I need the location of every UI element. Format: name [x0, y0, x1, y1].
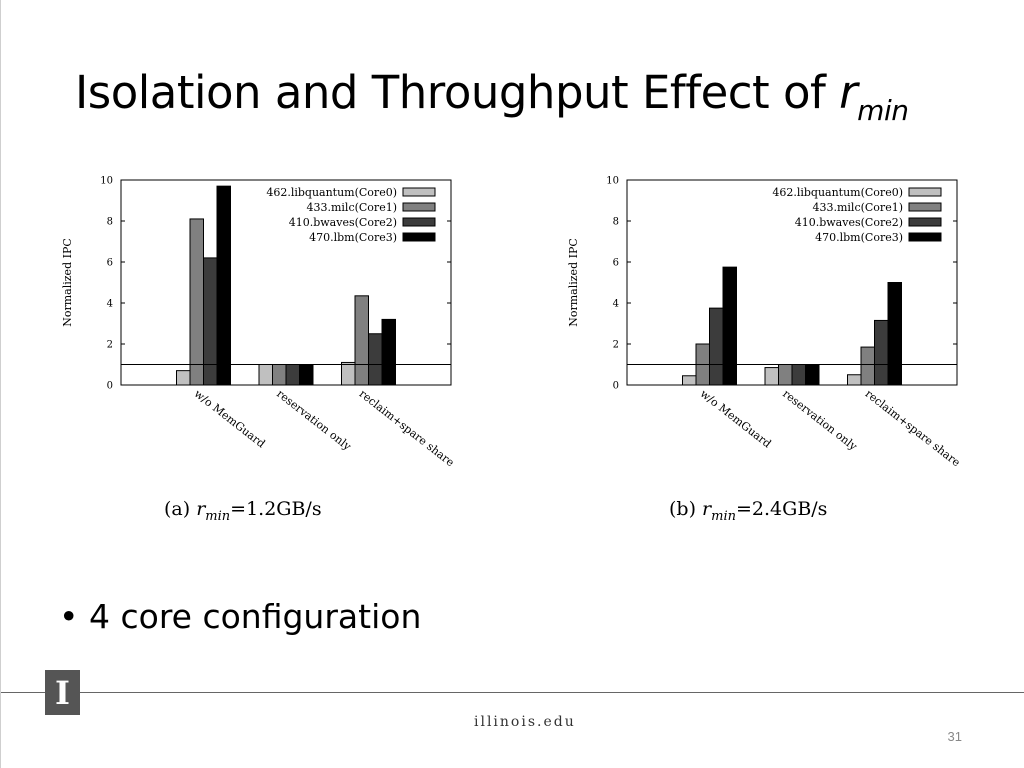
title-text: Isolation and Throughput Effect of [75, 66, 840, 119]
chart-a-legend-label: 410.bwaves(Core2) [289, 216, 397, 229]
footer-divider [1, 692, 1024, 693]
chart-a-legend-label: 462.libquantum(Core0) [266, 186, 397, 199]
chart-b-bar [847, 374, 862, 386]
caption-a-var: rmin [196, 498, 230, 524]
chart-a-ytick-label: 0 [107, 381, 113, 392]
caption-b-var-sub: min [711, 508, 736, 524]
caption-b-var-letter: r [702, 498, 712, 520]
chart-a-legend-label: 433.milc(Core1) [306, 201, 397, 214]
chart-b-bar [874, 319, 889, 386]
chart-b-bar [791, 364, 806, 386]
chart-b-ytick-label: 6 [613, 258, 619, 269]
chart-a-bar [216, 185, 231, 386]
chart-a-category-label: w/o MemGuard [192, 387, 268, 450]
chart-b-ytick-label: 10 [606, 176, 619, 187]
chart-b-bar [709, 307, 724, 386]
chart-b-legend-label: 462.libquantum(Core0) [772, 186, 903, 199]
chart-a-ylabel: Normalized IPC [61, 238, 74, 327]
caption-b-var: rmin [702, 498, 736, 524]
caption-b-prefix: (b) [669, 498, 696, 520]
chart-b-legend-label: 433.milc(Core1) [812, 201, 903, 214]
chart-a-ytick-label: 10 [100, 176, 113, 187]
bullet-dot: • [59, 597, 79, 636]
chart-a-bar [354, 295, 369, 386]
chart-b-bar [860, 346, 875, 386]
bullet-item: • 4 core configuration [59, 597, 421, 636]
caption-a-prefix: (a) [164, 498, 191, 520]
chart-a-legend-swatch [402, 187, 436, 197]
chart-b-legend-label: 470.lbm(Core3) [815, 231, 903, 244]
chart-a-legend-swatch [402, 232, 436, 242]
chart-b-legend-label: 410.bwaves(Core2) [795, 216, 903, 229]
chart-a-bar [341, 361, 356, 386]
chart-b-bar [722, 266, 737, 386]
caption-a-value: =1.2GB/s [230, 498, 322, 520]
slide-title: Isolation and Throughput Effect of rmin [75, 66, 909, 127]
chart-b-ylabel: Normalized IPC [567, 238, 580, 327]
chart-b-legend-swatch [908, 217, 942, 227]
chart-b-bar [805, 364, 820, 386]
chart-a-plot-frame [120, 179, 452, 386]
university-logo: I [45, 670, 80, 715]
chart-a-bar [176, 370, 191, 386]
chart-a-bar [272, 364, 287, 386]
chart-a-bar [258, 364, 273, 386]
caption-a: (a) rmin=1.2GB/s [164, 498, 322, 524]
chart-a-category-label: reservation only [274, 387, 354, 453]
chart-b-category-label: w/o MemGuard [698, 387, 774, 450]
chart-b-bar [887, 282, 902, 386]
chart-b-bar [682, 375, 697, 386]
chart-a-bar [203, 257, 218, 386]
chart-a-ytick-label: 4 [107, 299, 113, 310]
chart-a-bar [285, 364, 300, 386]
chart-a-category-label: reclaim+spare share [357, 387, 457, 469]
chart-b-ytick-label: 0 [613, 381, 619, 392]
chart-b-category-label: reclaim+spare share [863, 387, 963, 469]
chart-a-bar [368, 333, 383, 386]
chart-b-ytick-label: 2 [613, 340, 619, 351]
chart-b-ytick-label: 4 [613, 299, 619, 310]
chart-b-bar [764, 367, 779, 386]
footer-site: illinois.edu [474, 714, 576, 730]
chart-b-category-label: reservation only [780, 387, 860, 453]
chart-a-bar [299, 364, 314, 386]
chart-a-bar [381, 318, 396, 386]
chart-a-legend-swatch [402, 217, 436, 227]
caption-a-var-sub: min [205, 508, 231, 524]
chart-a-ytick-label: 2 [107, 340, 113, 351]
bullet-text: 4 core configuration [89, 597, 422, 636]
chart-a: 0 2 4 6 8 10 Normalized IPC w/o MemGuard reserva… [61, 176, 457, 470]
page-number: 31 [947, 729, 962, 744]
chart-b-plot-frame [626, 179, 958, 386]
chart-a-legend-swatch [402, 202, 436, 212]
caption-a-var-letter: r [196, 498, 206, 520]
chart-a-legend-label: 470.lbm(Core3) [309, 231, 397, 244]
chart-b-legend-swatch [908, 202, 942, 212]
caption-b: (b) rmin=2.4GB/s [669, 498, 827, 524]
chart-a-ytick-label: 6 [107, 258, 113, 269]
logo-letter: I [55, 673, 70, 712]
chart-b-legend-swatch [908, 232, 942, 242]
chart-a-ytick-label: 8 [107, 217, 113, 228]
chart-a-bar [189, 218, 204, 386]
chart-b-bar [778, 364, 793, 386]
caption-b-value: =2.4GB/s [736, 498, 828, 520]
title-variable: r [839, 66, 858, 119]
chart-b-legend-swatch [908, 187, 942, 197]
chart-b-ytick-label: 8 [613, 217, 619, 228]
chart-b: 0 2 4 6 8 10 Normalized IPC w/o MemGuard reserva… [567, 176, 963, 470]
title-subscript: min [857, 94, 909, 127]
